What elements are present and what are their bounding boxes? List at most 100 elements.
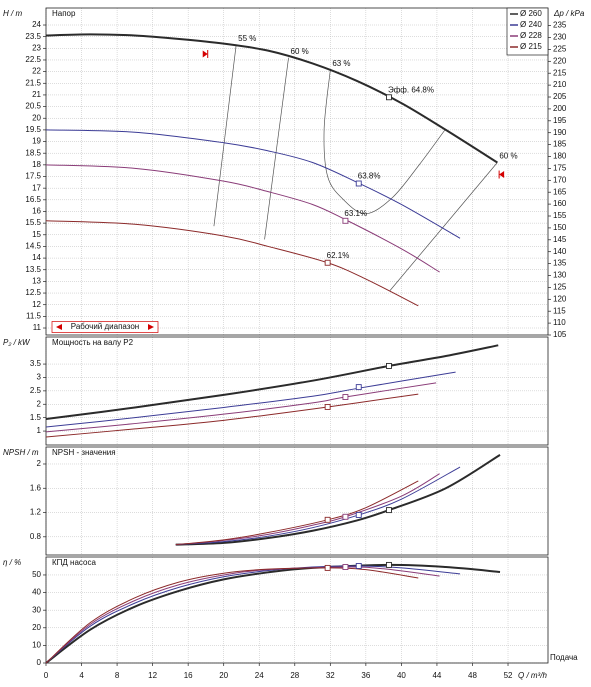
iso-efficiency-label: 63 % [332,59,350,68]
y-tick-label: 20 [32,113,41,122]
y-tick-label: 15.5 [25,218,41,227]
legend-label: Ø 240 [520,20,542,29]
range-label: Рабочий диапазон [71,322,139,331]
y2-tick-label: 180 [553,152,567,161]
curve [45,344,499,420]
y-tick-label: 23.5 [25,32,41,41]
iso-efficiency-line [264,57,289,240]
y-tick-label: 16.5 [25,195,41,204]
y-tick-label: 11 [33,323,42,332]
y-tick-label: 18.5 [25,148,41,157]
operating-point [386,94,392,101]
y-tick-label: 12.5 [25,288,41,297]
y2-tick-label: 195 [553,116,567,125]
y2-tick-label: 170 [553,175,567,184]
curve [45,565,461,664]
operating-point [342,217,349,224]
x-tick-label: 44 [432,671,441,680]
y2-tick-label: 125 [553,283,567,292]
range-arrow-right [148,324,154,330]
operating-point [324,259,331,266]
y-axis-label: NPSH / m [3,448,39,457]
y-tick-label: 24 [32,20,41,29]
y-tick-label: 18 [32,160,41,169]
y-tick-label: 17.5 [25,172,41,181]
x-tick-label: 16 [184,671,193,680]
y2-tick-label: 140 [553,247,567,256]
y-tick-label: 0.8 [30,532,42,541]
y-tick-label: 10 [32,641,41,650]
y2-tick-label: 150 [553,223,567,232]
y2-axis-label: Δp / kPa [553,9,585,18]
y-axis-label: P₂ / kW [3,338,31,347]
y-tick-label: 11.5 [26,311,42,320]
curve [45,393,419,438]
iso-efficiency-label: 60 % [499,152,517,161]
x-tick-label: 4 [79,671,84,680]
iso-efficiency-line [213,45,237,227]
y-tick-label: 12 [32,300,41,309]
y-tick-label: 40 [32,588,41,597]
y-tick-label: 1.5 [30,413,42,422]
range-limit [499,171,505,179]
y2-tick-label: 190 [553,128,567,137]
panel-title: Напор [52,9,76,18]
operating-point [342,564,349,570]
operating-point [324,564,331,571]
y-tick-label: 15 [32,230,41,239]
y-axis-label: η / % [3,558,21,567]
operating-point [355,512,362,518]
curve [45,382,437,433]
operating-point [355,180,362,187]
curve [45,33,498,164]
y-tick-label: 19.5 [25,125,41,134]
y2-tick-label: 120 [553,294,567,303]
y2-tick-label: 205 [553,92,567,101]
panel-title: NPSH - значения [52,448,116,457]
y2-tick-label: 220 [553,56,567,65]
y-tick-label: 19 [32,137,41,146]
curve [45,164,440,273]
y-tick-label: 2 [37,399,42,408]
curve [175,454,501,546]
y2-tick-label: 160 [553,199,567,208]
y-axis-label: H / m [3,9,22,18]
y-tick-label: 3.5 [30,359,42,368]
y-tick-label: 17 [32,183,41,192]
plot-frame [45,446,549,556]
legend-label: Ø 260 [520,9,542,18]
y2-tick-label: 215 [553,68,567,77]
range-limit [202,50,208,58]
y-tick-label: 14 [32,253,41,262]
y-tick-label: 2.5 [30,386,42,395]
y-tick-label: 1.2 [30,508,42,517]
range-box [51,321,159,333]
y2-tick-label: 115 [553,306,566,315]
y2-tick-label: 235 [553,21,567,30]
y-tick-label: 16 [32,207,41,216]
curve [45,566,440,664]
y2-tick-label: 175 [553,164,567,173]
x-tick-label: 52 [504,671,513,680]
operating-point [324,516,331,523]
plot-frame [45,7,549,336]
x-tick-label: 20 [219,671,228,680]
y-tick-label: 50 [32,570,41,579]
x-tick-label: 40 [397,671,406,680]
curve [45,129,461,239]
operating-point [386,507,392,514]
x-tick-label: 12 [148,671,157,680]
x-tick-label: 32 [326,671,335,680]
operating-point-label: 63.1% [344,209,367,218]
y-tick-label: 21 [32,90,41,99]
y-tick-label: 1.6 [30,483,42,492]
curve [175,473,440,546]
y-tick-label: 2 [37,459,42,468]
panel-title: КПД насоса [52,558,96,567]
y-tick-label: 3 [37,373,42,382]
curve [45,567,419,664]
x-tick-label: 48 [468,671,477,680]
plot-frame [45,336,549,446]
y2-tick-label: 110 [553,318,566,327]
